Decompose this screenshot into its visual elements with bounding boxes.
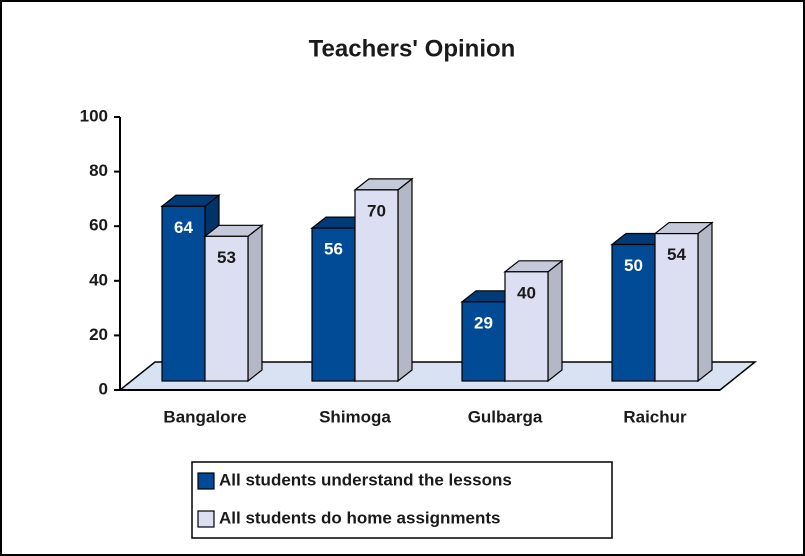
value-label: 40	[517, 283, 536, 302]
y-tick-label: 60	[89, 216, 108, 235]
y-tick-label: 20	[89, 325, 108, 344]
x-tick-label: Shimoga	[319, 407, 391, 426]
bar	[161, 205, 206, 382]
bar	[611, 243, 656, 382]
bar	[354, 189, 399, 382]
bar-side	[247, 224, 263, 383]
value-label: 56	[324, 240, 343, 259]
value-label: 54	[667, 245, 686, 264]
bar-side	[397, 177, 413, 383]
legend-label: All students understand the lessons	[219, 470, 512, 489]
x-tick-label: Gulbarga	[468, 407, 543, 426]
bar	[204, 235, 249, 382]
y-tick-label: 0	[99, 379, 108, 398]
y-tick-label: 80	[89, 161, 108, 180]
y-tick-label: 100	[80, 106, 108, 125]
bar	[461, 301, 506, 382]
legend-swatch	[197, 472, 215, 490]
bar	[654, 232, 699, 382]
legend	[191, 461, 613, 539]
value-label: 53	[217, 248, 236, 267]
bar	[504, 271, 549, 382]
y-tick-label: 40	[89, 270, 108, 289]
value-label: 29	[474, 313, 493, 332]
chart-title: Teachers' Opinion	[309, 35, 516, 62]
value-label: 50	[624, 256, 643, 275]
x-tick-label: Raichur	[623, 407, 687, 426]
value-label: 64	[174, 218, 193, 237]
x-tick-label: Bangalore	[163, 407, 246, 426]
legend-swatch	[197, 510, 215, 528]
bar-side	[697, 221, 713, 383]
value-label: 70	[367, 201, 386, 220]
bar-side	[547, 259, 563, 383]
legend-label: All students do home assignments	[219, 508, 501, 527]
